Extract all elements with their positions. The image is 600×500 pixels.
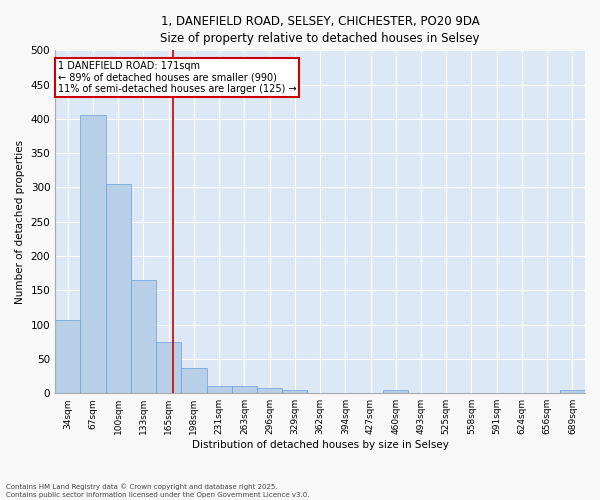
Bar [282, 390, 307, 393]
Bar [181, 368, 206, 393]
Text: 1 DANEFIELD ROAD: 171sqm
← 89% of detached houses are smaller (990)
11% of semi-: 1 DANEFIELD ROAD: 171sqm ← 89% of detach… [58, 60, 296, 94]
Bar [80, 116, 106, 393]
X-axis label: Distribution of detached houses by size in Selsey: Distribution of detached houses by size … [191, 440, 449, 450]
Title: 1, DANEFIELD ROAD, SELSEY, CHICHESTER, PO20 9DA
Size of property relative to det: 1, DANEFIELD ROAD, SELSEY, CHICHESTER, P… [160, 15, 480, 45]
Bar [232, 386, 257, 393]
Bar [257, 388, 282, 393]
Bar [131, 280, 156, 393]
Bar [560, 390, 585, 393]
Bar [206, 386, 232, 393]
Bar [156, 342, 181, 393]
Bar [55, 320, 80, 393]
Bar [106, 184, 131, 393]
Bar [383, 390, 409, 393]
Y-axis label: Number of detached properties: Number of detached properties [15, 140, 25, 304]
Text: Contains HM Land Registry data © Crown copyright and database right 2025.
Contai: Contains HM Land Registry data © Crown c… [6, 484, 310, 498]
